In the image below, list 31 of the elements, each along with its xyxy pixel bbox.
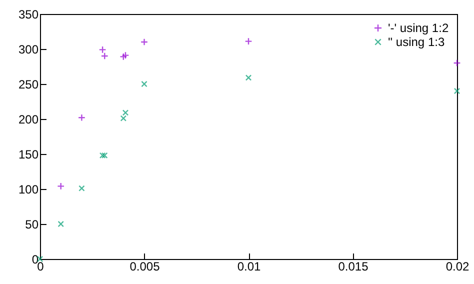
point bbox=[122, 110, 129, 116]
point bbox=[57, 182, 65, 190]
x-tick-label: 0.015 bbox=[338, 260, 369, 274]
point bbox=[140, 38, 148, 46]
x-tick-label: 0.005 bbox=[130, 260, 160, 274]
point bbox=[98, 46, 106, 54]
x-tick-label: 0.02 bbox=[446, 260, 470, 274]
point bbox=[245, 74, 252, 81]
point bbox=[454, 88, 460, 94]
point bbox=[244, 38, 252, 46]
y-tick-label: 250 bbox=[18, 78, 39, 92]
y-tick-label: 350 bbox=[18, 8, 39, 22]
x-tick-label: 0.01 bbox=[237, 260, 261, 274]
point bbox=[453, 59, 461, 67]
y-tick-label: 50 bbox=[25, 218, 39, 232]
legend-label: '' using 1:3 bbox=[388, 35, 445, 49]
y-tick-label: 300 bbox=[18, 42, 39, 56]
point bbox=[120, 52, 128, 60]
point bbox=[102, 152, 108, 159]
y-tick-label: 200 bbox=[18, 112, 39, 126]
y-tick-label: 150 bbox=[18, 148, 39, 162]
point bbox=[58, 220, 64, 228]
point bbox=[78, 185, 85, 192]
point bbox=[78, 114, 86, 122]
point bbox=[141, 80, 148, 88]
point bbox=[120, 115, 127, 122]
point bbox=[100, 52, 108, 60]
point bbox=[99, 152, 106, 159]
legend-label: '-' using 1:2 bbox=[388, 21, 449, 35]
point bbox=[122, 52, 130, 60]
y-tick-label: 100 bbox=[18, 182, 39, 196]
